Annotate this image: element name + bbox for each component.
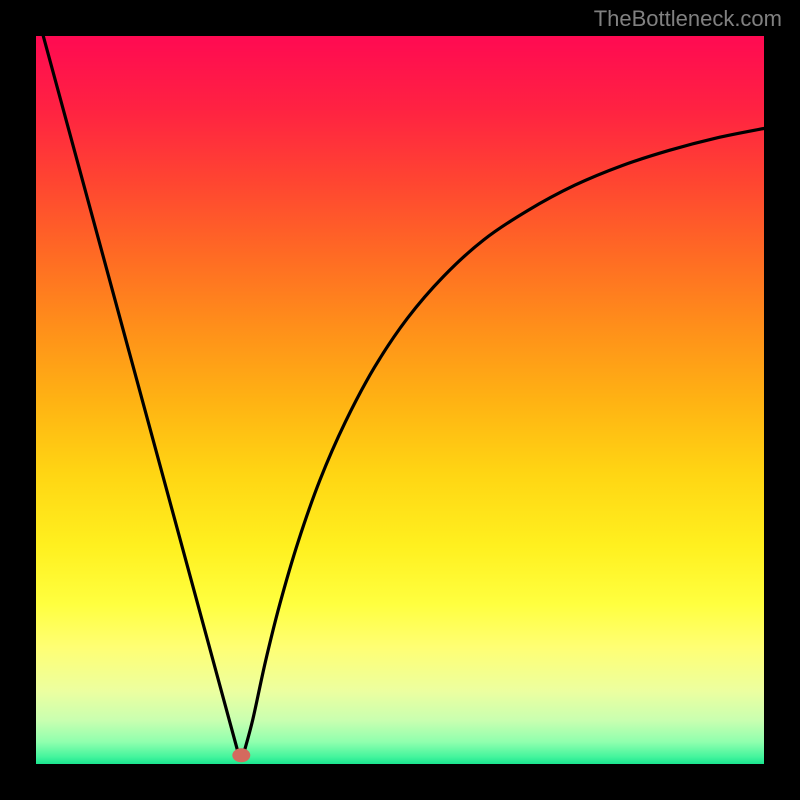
bottleneck-chart: TheBottleneck.com <box>0 0 800 800</box>
gradient-background <box>36 36 764 764</box>
watermark-text: TheBottleneck.com <box>594 6 782 32</box>
minimum-marker <box>232 748 250 762</box>
chart-svg <box>0 0 800 800</box>
